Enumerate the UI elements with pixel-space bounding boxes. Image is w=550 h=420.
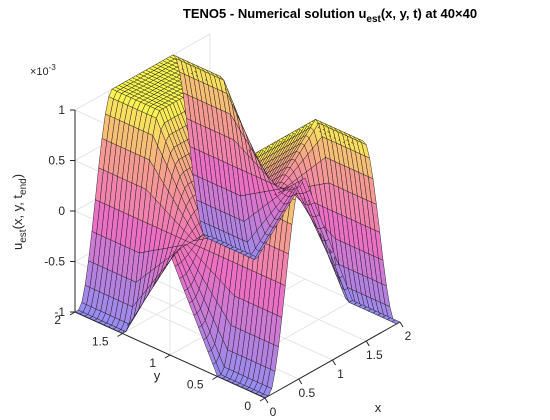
surface-mesh — [74, 54, 401, 399]
y-tick-label: 1 — [149, 356, 156, 370]
z-tick-label: -1 — [54, 305, 65, 319]
z-exponent: -3 — [49, 63, 57, 72]
y-tick-label: 1.5 — [92, 335, 109, 349]
x-tick-mark — [332, 359, 336, 366]
z-tick-label: 0.5 — [48, 154, 65, 168]
zlabel-base: u — [10, 243, 25, 250]
y-tick-label: 0 — [244, 399, 251, 413]
z-tick-label: 0 — [58, 204, 65, 218]
zlabel-mid: (x, y, t — [10, 195, 25, 230]
z-tick-label: -0.5 — [44, 255, 65, 269]
z-axis-label: uest(x, y, tend) — [10, 174, 29, 250]
zlabel-sub: est — [18, 229, 29, 243]
chart-title: TENO5 - Numerical solution uest(x, y, t)… — [183, 6, 477, 25]
title-subscript: est — [366, 14, 381, 25]
x-tick-label: 1 — [337, 367, 344, 381]
y-tick-mark — [212, 376, 218, 380]
z-exponent-label: ×10-3 — [30, 63, 56, 78]
x-tick-mark — [298, 378, 303, 385]
y-tick-mark — [164, 354, 171, 359]
y-tick-mark — [259, 397, 266, 402]
y-tick-label: 0.5 — [187, 378, 204, 392]
x-axis-label: x — [375, 400, 382, 415]
title-suffix: (x, y, t) at 40×40 — [381, 6, 477, 21]
x-tick-label: 0 — [270, 405, 277, 419]
y-tick-mark — [117, 333, 123, 337]
z-multiplier: ×10 — [30, 66, 49, 78]
x-tick-mark — [399, 321, 404, 328]
x-tick-label: 2 — [405, 329, 412, 343]
x-tick-label: 1.5 — [366, 348, 383, 362]
zlabel-sub2: end — [18, 178, 29, 195]
y-tick-label: 2 — [54, 313, 61, 327]
zlabel-end: ) — [10, 174, 25, 178]
x-tick-mark — [365, 340, 370, 347]
x-tick-label: 0.5 — [298, 386, 315, 400]
x-tick-mark — [264, 397, 269, 404]
y-axis-label: y — [154, 368, 161, 383]
title-prefix: TENO5 - Numerical solution u — [183, 6, 367, 21]
z-tick-label: 1 — [58, 103, 65, 117]
